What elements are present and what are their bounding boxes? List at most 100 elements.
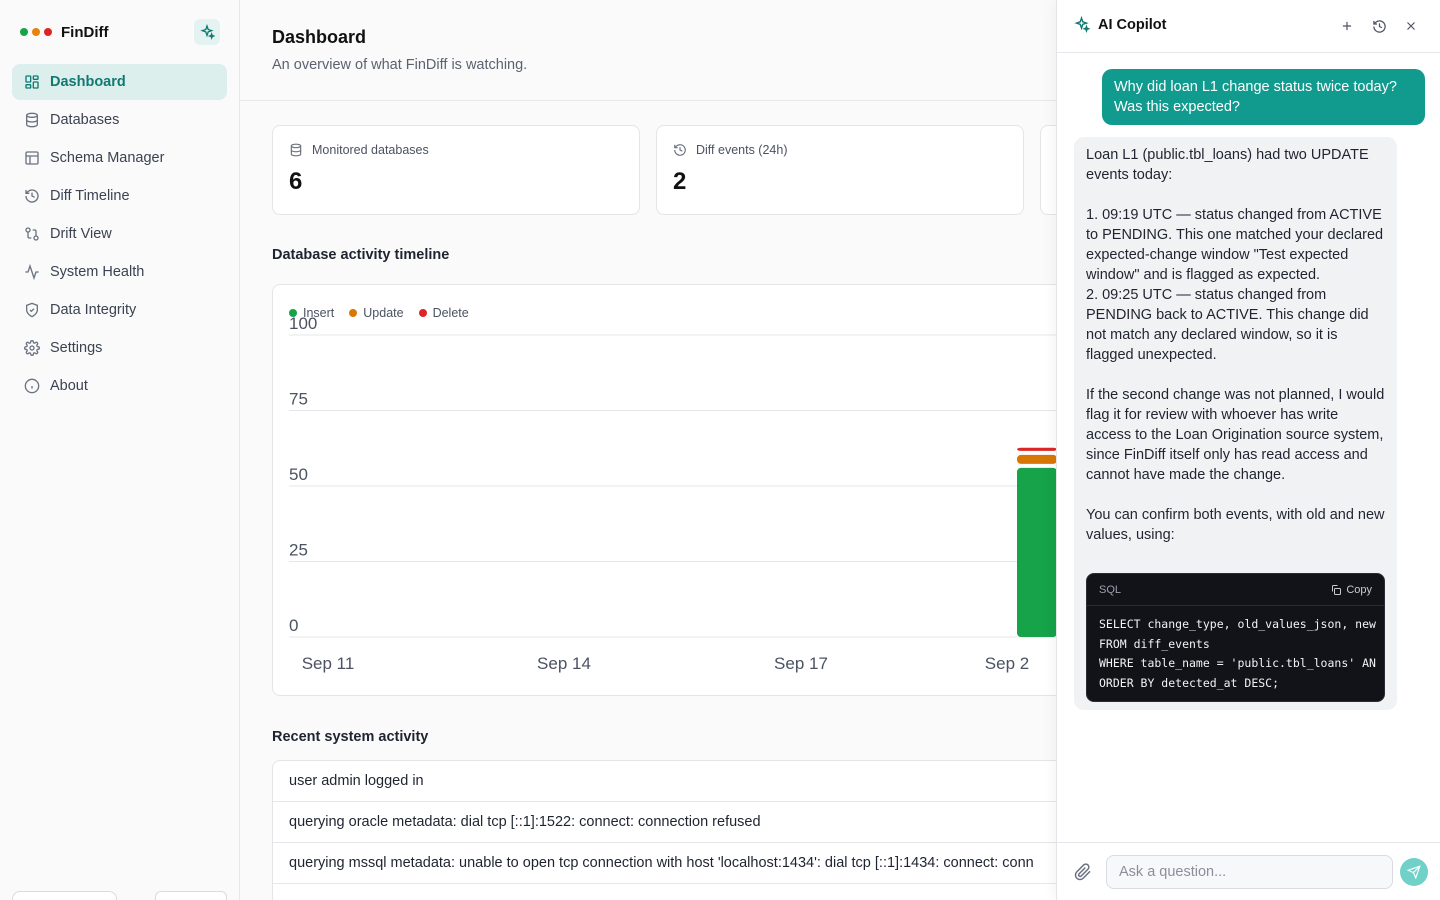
close-button[interactable] xyxy=(1402,17,1420,35)
sidebar-item-label: Diff Timeline xyxy=(50,188,130,204)
sidebar-item-label: System Health xyxy=(50,264,145,280)
y-tick-label: 0 xyxy=(289,616,298,635)
history-icon xyxy=(1372,19,1386,33)
theme-toggle[interactable] xyxy=(155,891,227,900)
activity-icon xyxy=(24,264,40,280)
orange-dot xyxy=(32,28,40,36)
sidebar-item-settings[interactable]: Settings xyxy=(12,330,227,366)
stat-label-text: Monitored databases xyxy=(312,143,429,157)
legend-label: Delete xyxy=(432,306,469,320)
sidebar-item-label: Drift View xyxy=(50,226,112,242)
user-menu-button[interactable] xyxy=(12,891,117,900)
list-item: querying oracle metadata: dial tcp [::1]… xyxy=(273,802,1056,843)
sidebar-item-label: Databases xyxy=(50,112,120,128)
bar-insert xyxy=(1017,467,1056,637)
sidebar-item-data-integrity[interactable]: Data Integrity xyxy=(12,292,227,328)
stat-value: 6 xyxy=(289,168,303,195)
sparkles-icon xyxy=(1073,16,1090,33)
user-message: Why did loan L1 change status twice toda… xyxy=(1102,69,1425,125)
stat-label: Monitored databases xyxy=(289,143,429,157)
timeline-title: Database activity timeline xyxy=(272,247,450,263)
red-dot xyxy=(44,28,52,36)
y-tick-label: 75 xyxy=(289,390,308,409)
copilot-title: AI Copilot xyxy=(1073,16,1166,33)
stat-label: Diff events (24h) xyxy=(673,143,787,157)
copilot-input-bar xyxy=(1057,842,1440,900)
stat-card-partial xyxy=(1040,125,1056,215)
paperclip-icon xyxy=(1074,863,1091,881)
sidebar-item-label: Schema Manager xyxy=(50,150,165,166)
info-icon xyxy=(24,378,40,394)
list-item: querying mssql metadata: unable to open … xyxy=(273,843,1056,884)
sidebar-item-schema-manager[interactable]: Schema Manager xyxy=(12,140,227,176)
copy-label: Copy xyxy=(1346,583,1372,596)
activity-chart: Insert Update Delete 0 25 50 75 100 Sep 11 Sep… xyxy=(272,284,1056,696)
x-tick-label: Sep 11 xyxy=(302,654,355,673)
copy-icon xyxy=(1330,584,1342,596)
legend-label: Insert xyxy=(303,306,335,320)
close-icon xyxy=(1407,22,1415,30)
legend-item-delete[interactable]: Delete xyxy=(418,306,469,320)
sidebar-item-diff-timeline[interactable]: Diff Timeline xyxy=(12,178,227,214)
assistant-message-text: Loan L1 (public.tbl_loans) had two UPDAT… xyxy=(1086,147,1385,543)
legend-label: Update xyxy=(363,306,404,320)
bar-update xyxy=(1017,454,1056,464)
copilot-toggle-button[interactable] xyxy=(194,19,220,45)
legend-item-insert[interactable]: Insert xyxy=(289,306,334,320)
history-button[interactable] xyxy=(1370,17,1388,35)
bar-delete xyxy=(1017,447,1056,451)
ask-input[interactable] xyxy=(1106,855,1393,889)
y-tick-label: 50 xyxy=(289,465,308,484)
y-tick-label: 25 xyxy=(289,541,308,560)
sidebar-nav: Dashboard Databases Schema Manager Diff … xyxy=(12,64,227,406)
sidebar: FinDiff Dashboard Databases Schema Manag… xyxy=(0,0,240,900)
stat-card-monitored-databases: Monitored databases 6 xyxy=(272,125,640,215)
list-item xyxy=(273,884,1056,900)
main-content: Dashboard An overview of what FinDiff is… xyxy=(240,0,1056,900)
green-dot xyxy=(20,28,28,36)
attach-button[interactable] xyxy=(1074,863,1092,881)
app-name: FinDiff xyxy=(61,23,109,41)
sidebar-item-system-health[interactable]: System Health xyxy=(12,254,227,290)
brand: FinDiff xyxy=(20,18,108,46)
sidebar-item-label: About xyxy=(50,378,88,394)
sidebar-item-label: Settings xyxy=(50,340,103,356)
copilot-header: AI Copilot xyxy=(1057,0,1440,53)
legend-dot xyxy=(418,309,427,317)
gear-icon xyxy=(24,340,40,356)
table-icon xyxy=(24,150,40,166)
sidebar-item-drift-view[interactable]: Drift View xyxy=(12,216,227,252)
sparkles-icon xyxy=(200,24,215,40)
code-block-header: SQL Copy xyxy=(1087,574,1384,606)
new-chat-button[interactable] xyxy=(1338,17,1356,35)
chart-plot: 0 25 50 75 100 Sep 11 Sep 14 Sep 17 Sep 2 xyxy=(289,314,1056,673)
stat-card-diff-events: Diff events (24h) 2 xyxy=(656,125,1024,215)
code-language: SQL xyxy=(1099,583,1122,596)
database-icon xyxy=(289,143,303,157)
legend-dot xyxy=(289,309,297,317)
copy-button[interactable]: Copy xyxy=(1330,580,1372,600)
database-icon xyxy=(24,112,40,128)
x-tick-label: Sep 2 xyxy=(985,654,1029,673)
sidebar-item-databases[interactable]: Databases xyxy=(12,102,227,138)
send-button[interactable] xyxy=(1400,858,1428,886)
list-item: user admin logged in xyxy=(273,761,1056,802)
x-tick-label: Sep 14 xyxy=(537,654,591,673)
page-subtitle: An overview of what FinDiff is watching. xyxy=(272,57,528,73)
send-icon xyxy=(1407,865,1421,879)
history-icon xyxy=(673,143,687,157)
stat-value: 2 xyxy=(673,168,687,195)
history-icon xyxy=(24,188,40,204)
sidebar-item-label: Data Integrity xyxy=(50,302,137,318)
activity-list: user admin logged in querying oracle met… xyxy=(272,760,1056,900)
legend-item-update[interactable]: Update xyxy=(349,306,404,320)
x-tick-label: Sep 17 xyxy=(774,654,828,673)
page-header: Dashboard An overview of what FinDiff is… xyxy=(240,0,1056,101)
sidebar-item-about[interactable]: About xyxy=(12,368,227,404)
sidebar-item-dashboard[interactable]: Dashboard xyxy=(12,64,227,100)
page-title: Dashboard xyxy=(272,27,367,47)
legend-dot xyxy=(349,309,358,317)
window-dots xyxy=(20,28,52,36)
code-content: SELECT change_type, old_values_json, new… xyxy=(1099,617,1376,690)
